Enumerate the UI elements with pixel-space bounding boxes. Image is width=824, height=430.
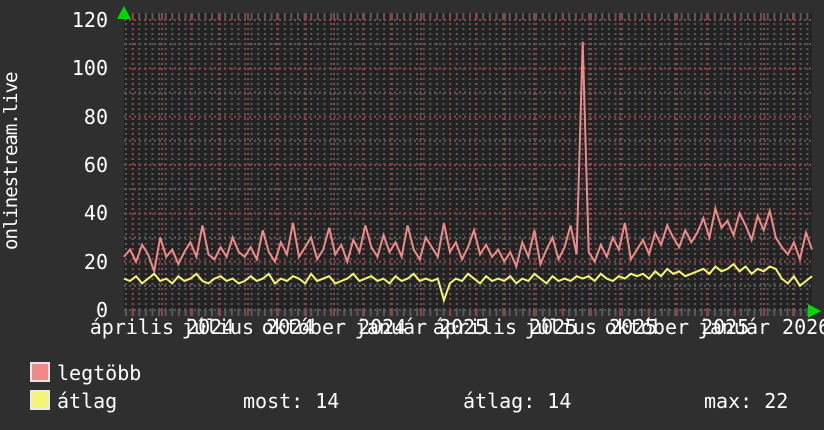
stat-max: max: 22 bbox=[704, 389, 789, 413]
stat-atlag: átlag: 14 bbox=[463, 389, 572, 413]
legend-row-atlag: átlag most: 14 átlag: 14 max: 22 bbox=[0, 389, 824, 413]
y-tick-label: 100 bbox=[71, 56, 108, 81]
y-tick-label: 120 bbox=[71, 8, 108, 32]
legend-row-legtobb: legtöbb bbox=[0, 361, 824, 385]
x-tick-label: július 2025 bbox=[524, 315, 658, 339]
legend-label-legtobb: legtöbb bbox=[57, 361, 142, 385]
legend-label-atlag: átlag bbox=[57, 389, 118, 413]
y-tick-label: 40 bbox=[83, 201, 108, 226]
x-tick-label: április 2024 bbox=[89, 315, 235, 339]
x-tick-label: január 2026 bbox=[697, 315, 824, 339]
x-tick-label: október 2024 bbox=[261, 315, 407, 339]
x-tick-label: április 2025 bbox=[432, 315, 578, 339]
y-axis-arrow-icon bbox=[117, 6, 131, 19]
stat-most: most: 14 bbox=[243, 389, 340, 413]
y-tick-label: 20 bbox=[83, 249, 108, 274]
x-tick-label: október 2025 bbox=[604, 315, 750, 339]
x-axis-arrow-icon bbox=[808, 304, 821, 318]
y-tick-label: 80 bbox=[83, 104, 108, 129]
legend-swatch-legtobb bbox=[30, 362, 50, 382]
y-tick-label: 60 bbox=[83, 153, 108, 177]
x-tick-label: július 2024 bbox=[181, 315, 315, 339]
x-tick-label: január 2025 bbox=[354, 315, 488, 339]
legend-swatch-atlag bbox=[30, 390, 50, 410]
y-tick-label: 0 bbox=[95, 298, 108, 322]
